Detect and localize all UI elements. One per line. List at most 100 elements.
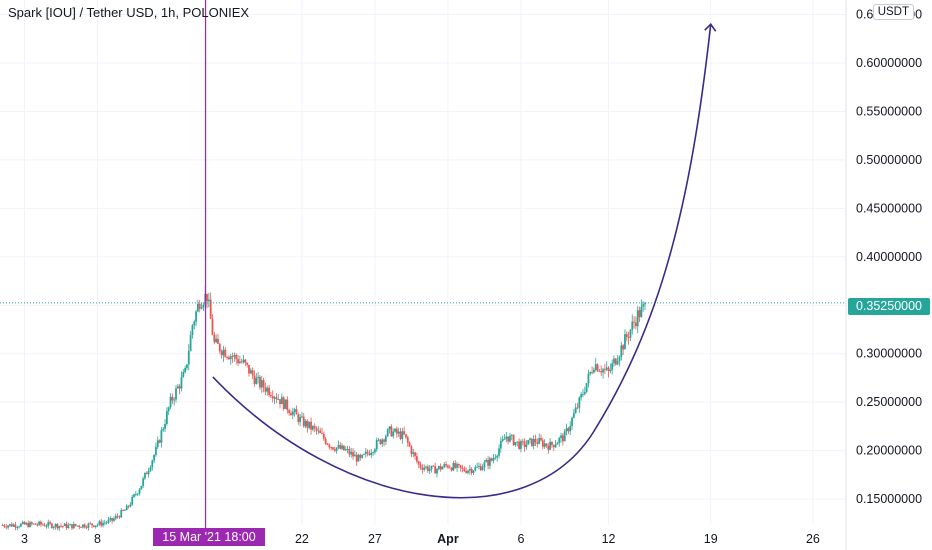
candle-body xyxy=(582,394,584,395)
candle-body xyxy=(293,409,296,412)
candle-body xyxy=(71,524,73,529)
candle-body xyxy=(574,407,577,414)
candle-body xyxy=(485,459,488,463)
grid-lines xyxy=(0,0,846,525)
candle-body xyxy=(476,466,479,468)
candle-body xyxy=(109,517,112,520)
candle-body xyxy=(78,525,81,528)
price-tick-label: 0.60000000 xyxy=(856,56,922,70)
current-price-label: 0.35250000 xyxy=(848,298,930,315)
candle-body xyxy=(563,431,566,442)
candle-body xyxy=(611,363,614,370)
candle-body xyxy=(271,396,274,399)
candle-body xyxy=(218,343,221,352)
candle-body xyxy=(591,371,594,373)
candle-body xyxy=(32,523,35,525)
candle-body xyxy=(213,334,216,343)
candle-body xyxy=(426,466,429,471)
candle-body xyxy=(80,527,83,528)
candle-body xyxy=(187,351,190,365)
candle-body xyxy=(169,396,172,408)
candle-body xyxy=(131,496,134,505)
candle-body xyxy=(306,420,309,428)
time-tick-label: 12 xyxy=(602,532,616,546)
candle-body xyxy=(304,420,307,427)
candle-body xyxy=(61,525,64,527)
candle-body xyxy=(63,523,66,527)
candle-body xyxy=(122,510,124,511)
candle-body xyxy=(295,409,298,415)
candle-body xyxy=(589,371,592,374)
candle-body xyxy=(160,430,163,443)
candle-body xyxy=(437,466,440,470)
candle-body xyxy=(102,522,104,526)
candle-body xyxy=(89,523,92,525)
candle-body xyxy=(45,526,48,527)
candle-body xyxy=(171,396,174,401)
candle-body xyxy=(505,436,508,440)
candle-body xyxy=(145,472,148,475)
candle-body xyxy=(594,364,597,370)
candle-body xyxy=(625,334,628,338)
candle-body xyxy=(49,522,51,524)
candle-body xyxy=(324,438,327,444)
candle-body xyxy=(640,306,643,318)
candle-body xyxy=(412,452,415,454)
candle-body xyxy=(280,397,283,405)
candle-body xyxy=(167,407,170,412)
candle-body xyxy=(178,386,181,389)
candle-body xyxy=(423,467,426,470)
candle-body xyxy=(343,445,345,451)
time-tick-label: 26 xyxy=(806,532,820,546)
candle-body xyxy=(144,472,146,479)
candle-body xyxy=(65,523,68,529)
candle-body xyxy=(3,525,6,527)
candle-body xyxy=(432,465,435,467)
candle-body xyxy=(492,457,495,461)
currency-button[interactable]: USDT xyxy=(872,4,914,20)
candle-body xyxy=(14,524,17,528)
candle-body xyxy=(350,451,353,455)
candle-body xyxy=(94,525,97,527)
candle-body xyxy=(238,361,241,364)
candle-body xyxy=(605,367,608,370)
candle-body xyxy=(125,505,128,511)
candle-body xyxy=(333,449,336,451)
candle-body xyxy=(262,380,265,388)
candle-body xyxy=(56,524,59,529)
candle-body xyxy=(636,310,639,327)
candle-body xyxy=(456,464,458,468)
candle-body xyxy=(545,443,548,446)
candle-body xyxy=(363,453,365,455)
candle-body xyxy=(127,505,130,507)
candle-body xyxy=(69,524,72,526)
candle-body xyxy=(377,439,380,441)
candle-body xyxy=(465,471,468,473)
candle-body xyxy=(447,465,449,468)
chart-title: Spark [IOU] / Tether USD, 1h, POLONIEX xyxy=(8,5,250,20)
candle-body xyxy=(395,428,398,434)
time-axis: 3 8 22 27 Apr 6 12 19 26 xyxy=(21,532,820,546)
candle-body xyxy=(445,464,448,466)
time-tick-label: 8 xyxy=(94,532,101,546)
candle-body xyxy=(543,443,546,447)
candle-body xyxy=(284,399,287,409)
curve-arrow-icon xyxy=(704,22,717,32)
candle-body xyxy=(410,446,413,454)
candle-body xyxy=(332,447,334,450)
candle-body xyxy=(308,421,311,428)
candle-body xyxy=(487,459,489,466)
candle-body xyxy=(184,368,187,373)
candle-body xyxy=(198,303,201,309)
candle-body xyxy=(100,521,103,526)
candle-body xyxy=(372,452,375,454)
candle-body xyxy=(461,467,464,469)
candle-body xyxy=(83,524,86,528)
candle-body xyxy=(200,307,203,309)
candle-body xyxy=(136,493,139,495)
candle-body xyxy=(516,441,519,443)
price-tick-label: 0.30000000 xyxy=(856,347,922,361)
candle-body xyxy=(286,399,289,411)
candle-body xyxy=(107,519,110,523)
